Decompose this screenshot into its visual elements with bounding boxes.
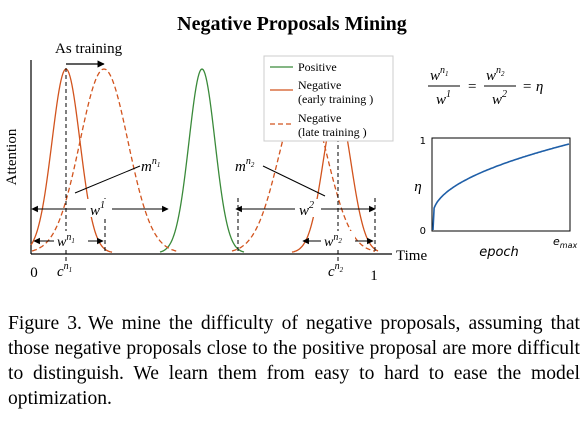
legend-neg-late-2: (late training ): [298, 125, 367, 139]
inset-origin: 0: [420, 226, 426, 237]
legend: Positive Negative (early training ) Nega…: [263, 55, 394, 142]
caption-label: Figure 3.: [8, 313, 82, 334]
legend-positive: Positive: [298, 60, 337, 74]
inset-y-label: η: [414, 179, 421, 195]
axis-x-label: Time: [396, 248, 427, 264]
mn1-pointer: [74, 165, 141, 194]
cn1-label: cn1: [57, 261, 72, 280]
eta-curve: [432, 143, 570, 231]
positive-curve: [159, 68, 245, 253]
legend-neg-early-1: Negative: [298, 78, 341, 92]
mn2-pointer: [262, 165, 326, 197]
legend-neg-early-2: (early training ): [298, 92, 373, 106]
svg-text:wn1: wn1: [430, 65, 449, 84]
method-figure: Negative Proposals Mining Attention Time…: [4, 13, 577, 284]
inset-y-top: 1: [420, 136, 426, 147]
mn1-label: mn1: [141, 156, 160, 175]
as-training-label: As training: [55, 41, 123, 57]
figure-caption: Figure 3. We mine the difficulty of negat…: [8, 311, 580, 411]
tick-one: 1: [370, 268, 378, 284]
mn2-label: mn2: [235, 156, 255, 175]
eta-inset-plot: 1 0 η epoch emax: [414, 136, 577, 260]
legend-neg-late-1: Negative: [298, 111, 341, 125]
svg-text:w2: w2: [492, 89, 507, 108]
ratio-formula: wn1 w1 = wn2 w2 = η: [428, 65, 543, 108]
svg-text:w1: w1: [436, 89, 451, 108]
axis-y-label: Attention: [4, 128, 20, 185]
negative-early-curve-1: [30, 68, 113, 253]
caption-text: We mine the difficulty of negative propo…: [8, 313, 580, 409]
tick-zero: 0: [30, 265, 38, 281]
figure-title: Negative Proposals Mining: [177, 13, 407, 35]
svg-text:=: =: [468, 79, 476, 95]
inset-x-end: emax: [553, 235, 577, 250]
cn2-label: cn2: [328, 261, 344, 280]
inset-x-label: epoch: [479, 245, 519, 260]
negative-late-curve-1: [31, 68, 179, 253]
svg-text:= η: = η: [522, 79, 543, 95]
svg-text:wn2: wn2: [486, 65, 505, 84]
